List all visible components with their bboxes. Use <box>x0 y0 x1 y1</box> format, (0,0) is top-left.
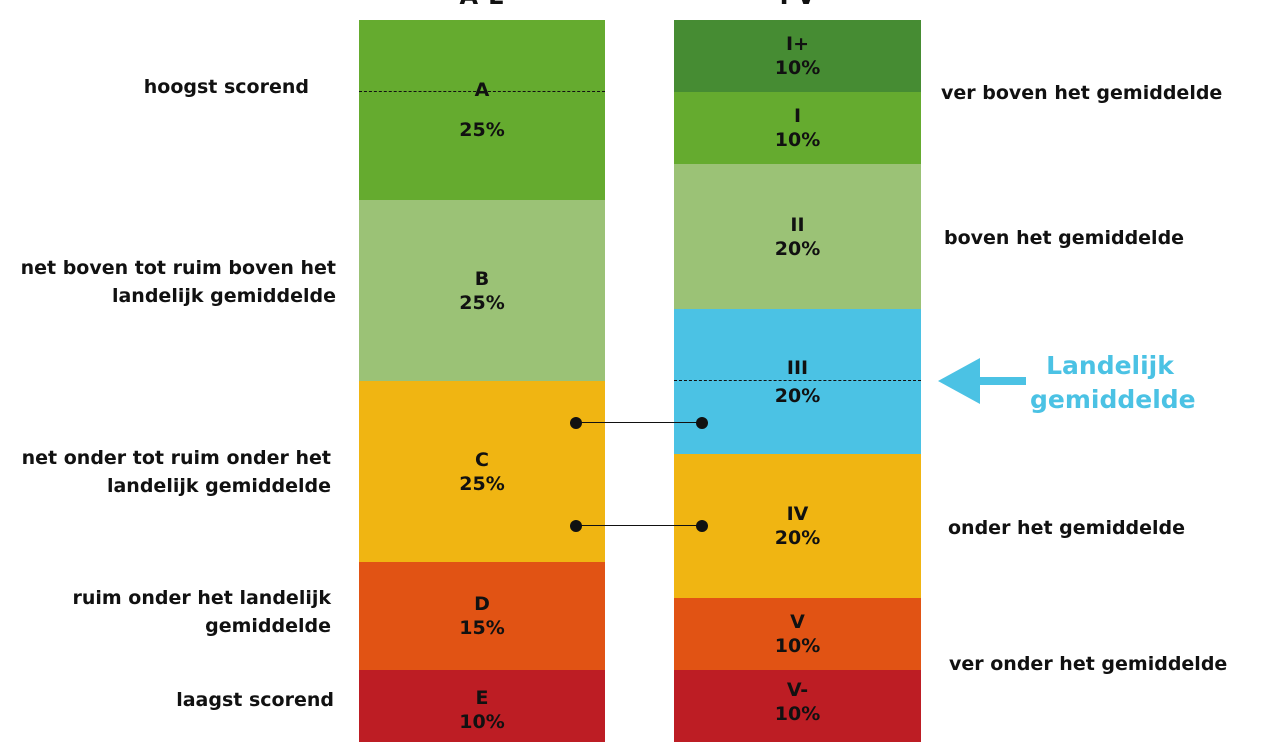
right-desc-above: boven het gemiddelde <box>944 227 1185 249</box>
left-block-c-label: C <box>475 448 489 471</box>
left-desc-lowest: laagst scorend <box>176 689 334 711</box>
right-block-ii-label: II <box>790 213 805 236</box>
left-desc-far-below-line1: ruim onder het landelijk <box>72 587 331 609</box>
left-desc-above-average-line1: net boven tot ruim boven het <box>20 257 336 279</box>
left-block-a-label: A <box>474 79 490 101</box>
right-block-iii-percent: 20% <box>774 384 821 407</box>
left-block-d-label: D <box>474 593 490 615</box>
right-block-v-minus-percent: 10% <box>774 703 821 725</box>
right-block-iv-label: IV <box>786 503 809 525</box>
left-block-a: A 25% <box>359 20 605 200</box>
connector-iv-dot <box>696 520 708 532</box>
left-block-e: E 10% <box>359 670 605 742</box>
left-desc-below-average: net onder tot ruim onder het landelijk g… <box>1 444 331 500</box>
left-desc-above-average-line2: landelijk gemiddelde <box>111 285 336 307</box>
right-block-v-percent: 10% <box>774 635 821 657</box>
connector-iii-dot <box>696 417 708 429</box>
right-block-ii: II 20% <box>674 164 921 309</box>
left-block-e-label: E <box>475 687 489 709</box>
right-desc-far-below: ver onder het gemiddelde <box>949 653 1228 675</box>
right-block-i-plus-percent: 10% <box>774 57 821 79</box>
left-block-c: C 25% <box>359 381 605 562</box>
right-block-i-plus: I+ 10% <box>674 20 921 92</box>
right-block-v-minus: V- 10% <box>674 670 921 742</box>
right-desc-below: onder het gemiddelde <box>948 517 1186 539</box>
left-desc-highest: hoogst scorend <box>143 76 309 98</box>
right-scale-title: I-V <box>674 0 921 10</box>
left-desc-below-average-line2: landelijk gemiddelde <box>106 475 331 497</box>
right-block-i: I 10% <box>674 92 921 164</box>
right-desc-far-above: ver boven het gemiddelde <box>941 82 1223 104</box>
left-desc-above-average: net boven tot ruim boven het landelijk g… <box>6 254 336 310</box>
left-scale-title: A-E <box>359 0 605 10</box>
left-block-e-percent: 10% <box>459 711 505 733</box>
right-block-i-label: I <box>793 105 802 127</box>
right-block-v-minus-label: V- <box>786 679 809 701</box>
left-desc-below-average-line1: net onder tot ruim onder het <box>21 447 331 469</box>
national-average-line1: Landelijk <box>1046 351 1174 380</box>
connector-c-dot-upper <box>570 417 582 429</box>
left-block-d-percent: 15% <box>459 617 505 639</box>
national-average-dashed-line <box>674 380 921 381</box>
left-block-a-percent: 25% <box>459 119 505 141</box>
national-average-arrow-icon <box>938 358 1026 404</box>
left-block-c-percent: 25% <box>459 472 505 495</box>
left-block-b-percent: 25% <box>459 291 505 314</box>
right-block-i-plus-label: I+ <box>786 33 809 55</box>
a-threshold-dashed-line <box>359 91 605 92</box>
connector-c-to-iv <box>576 525 702 526</box>
connector-c-dot-lower <box>570 520 582 532</box>
left-block-d: D 15% <box>359 562 605 670</box>
right-block-v: V 10% <box>674 598 921 670</box>
left-desc-far-below-line2: gemiddelde <box>205 615 331 637</box>
right-block-iv-percent: 20% <box>774 527 821 549</box>
right-block-v-label: V <box>790 611 805 633</box>
connector-c-to-iii <box>576 422 702 423</box>
left-desc-far-below: ruim onder het landelijk gemiddelde <box>1 584 331 640</box>
right-block-iv: IV 20% <box>674 454 921 598</box>
right-block-iii: III 20% <box>674 309 921 454</box>
national-average-line2: gemiddelde <box>1030 385 1196 414</box>
national-average-label: Landelijk gemiddelde <box>1030 349 1196 417</box>
right-block-i-percent: 10% <box>774 129 821 151</box>
left-block-b-label: B <box>474 267 490 290</box>
left-block-b: B 25% <box>359 200 605 381</box>
right-block-ii-percent: 20% <box>774 237 821 260</box>
right-block-iii-label: III <box>786 356 809 379</box>
